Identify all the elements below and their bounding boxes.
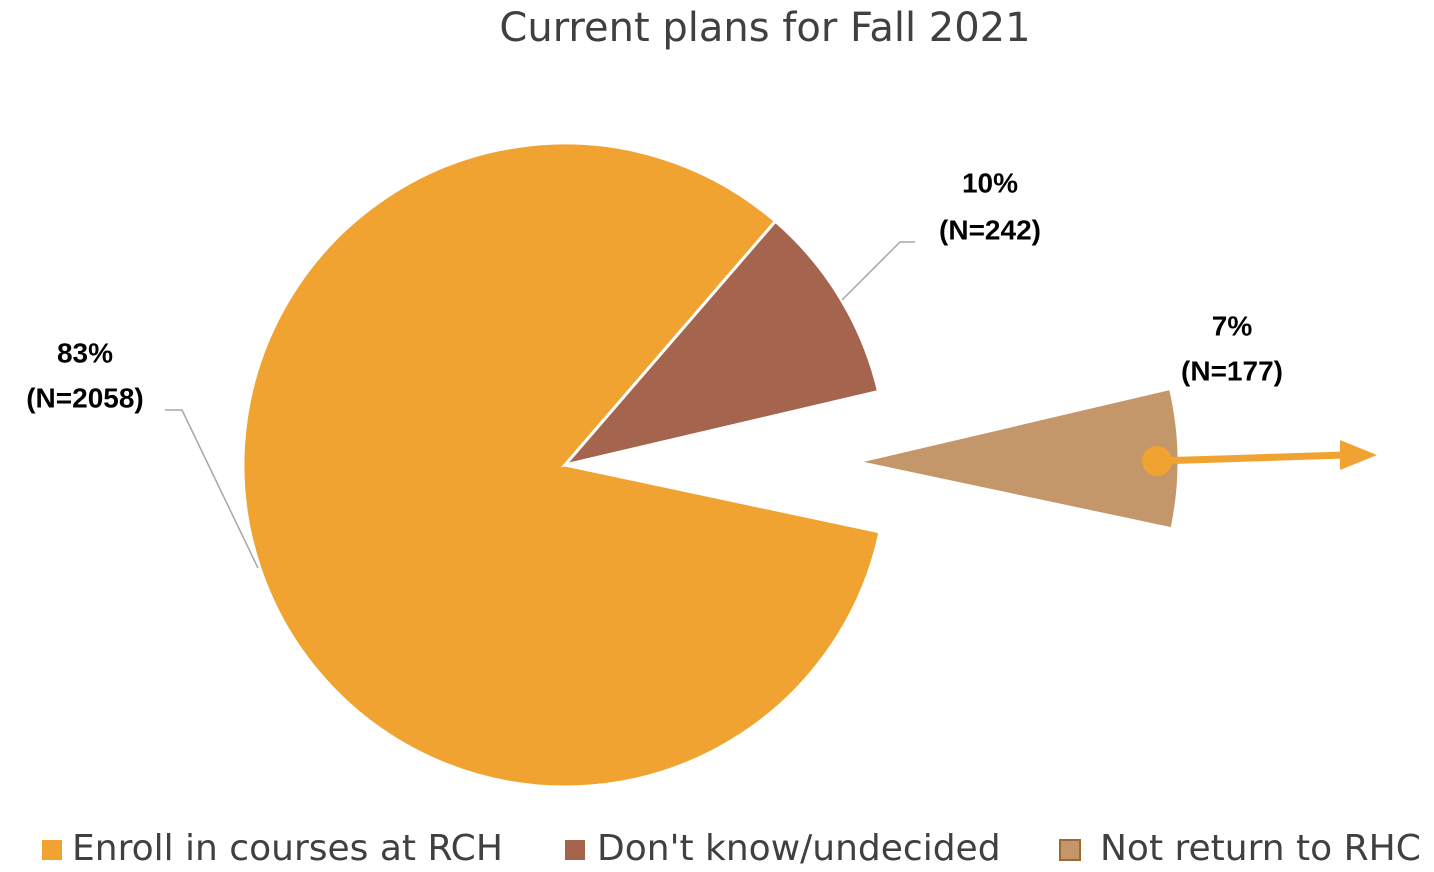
data-label: (N=2058) — [26, 382, 144, 413]
legend-label: Enroll in courses at RCH — [72, 828, 503, 869]
chart-title: Current plans for Fall 2021 — [499, 5, 1030, 51]
legend-swatch — [565, 840, 585, 860]
leader-line — [165, 409, 259, 569]
pie-slice — [856, 386, 1181, 531]
data-label: 83% — [57, 337, 113, 368]
arrow — [1142, 440, 1377, 476]
legend-swatch — [1059, 839, 1081, 861]
pie — [241, 141, 1181, 789]
data-label: (N=242) — [939, 214, 1041, 245]
legend-swatch — [42, 840, 62, 860]
leader-line — [841, 241, 915, 301]
data-label: (N=177) — [1181, 355, 1283, 386]
data-label: 7% — [1212, 310, 1253, 341]
legend-label: Don't know/undecided — [597, 828, 1001, 869]
legend-label: Not return to RHC — [1100, 828, 1421, 869]
pie-slice — [560, 219, 881, 468]
data-label: 10% — [962, 167, 1018, 198]
pie-slice — [241, 141, 882, 789]
